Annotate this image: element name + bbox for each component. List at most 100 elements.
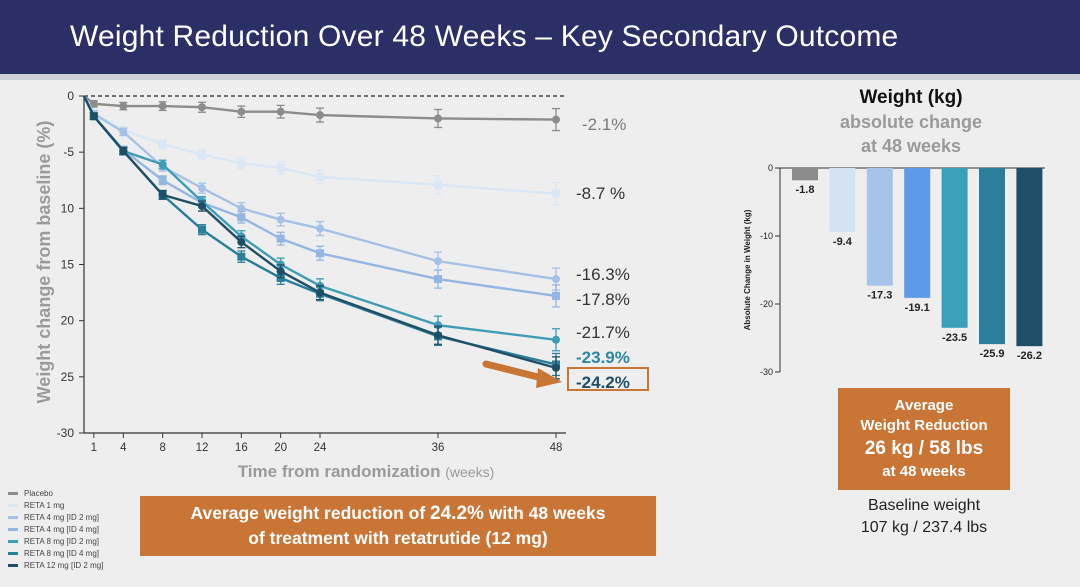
legend-swatch bbox=[8, 527, 18, 531]
data-point bbox=[237, 213, 246, 222]
data-point bbox=[158, 140, 167, 149]
data-point bbox=[158, 190, 167, 199]
data-point bbox=[434, 275, 442, 284]
callout-line-1: Average weight reduction of 24.2% with 4… bbox=[140, 501, 656, 526]
legend-item: RETA 8 mg [ID 4 mg] bbox=[8, 547, 103, 559]
data-point bbox=[276, 267, 285, 276]
y-tick-label: -30 bbox=[57, 426, 75, 440]
baseline-label: Baseline weight bbox=[867, 497, 981, 514]
series-line bbox=[83, 95, 557, 121]
series-end-label: -17.8% bbox=[576, 290, 630, 309]
summary-line-1: Average bbox=[894, 397, 954, 414]
bar-value-label: -1.8 bbox=[796, 184, 815, 196]
summary-line-2: Weight Reduction bbox=[860, 417, 988, 434]
bar-chart-title: Weight (kg) absolute change at 48 weeks bbox=[800, 86, 1022, 158]
legend-label: RETA 1 mg bbox=[24, 500, 65, 510]
data-point bbox=[158, 160, 167, 169]
bar-value-label: -19.1 bbox=[905, 302, 930, 314]
bar-chart-heading: Weight (kg) bbox=[859, 87, 963, 108]
legend-item: RETA 4 mg [ID 4 mg] bbox=[8, 523, 103, 535]
callout-text-a: Average weight reduction of bbox=[190, 503, 431, 523]
baseline-value: 107 kg / 237.4 lbs bbox=[860, 519, 988, 536]
data-point bbox=[158, 102, 167, 111]
legend-label: RETA 4 mg [ID 4 mg] bbox=[24, 524, 99, 534]
data-point bbox=[198, 150, 206, 159]
callout-line-2: of treatment with retatrutide (12 mg) bbox=[248, 528, 548, 548]
legend-item: RETA 1 mg bbox=[8, 499, 103, 511]
data-point bbox=[119, 102, 128, 111]
data-point bbox=[434, 257, 442, 266]
y-tick-label: 25 bbox=[61, 370, 75, 384]
bar-value-label: -23.5 bbox=[942, 332, 967, 344]
bar-y-axis-label: Absolute Change in Weight (kg) bbox=[743, 209, 752, 330]
legend-label: RETA 8 mg [ID 4 mg] bbox=[24, 548, 99, 558]
legend-item: RETA 8 mg [ID 2 mg] bbox=[8, 535, 103, 547]
callout-text-b: with 48 weeks bbox=[483, 503, 606, 523]
legend: Placebo RETA 1 mg RETA 4 mg [ID 2 mg] RETA … bbox=[8, 487, 103, 571]
bar-y-tick-label: -20 bbox=[760, 299, 773, 309]
legend-label: Placebo bbox=[24, 488, 53, 498]
data-point bbox=[89, 112, 98, 121]
data-point bbox=[119, 147, 128, 156]
y-axis-label: Weight change from baseline (%) bbox=[34, 121, 54, 404]
data-point bbox=[276, 215, 285, 224]
bar bbox=[829, 168, 856, 232]
data-point bbox=[434, 114, 442, 123]
x-tick-label: 8 bbox=[159, 442, 165, 454]
baseline-weight: Baseline weight 107 kg / 237.4 lbs bbox=[838, 495, 1010, 539]
bar bbox=[792, 168, 818, 181]
bar-chart: 0 -10 -20 -30 Absolute Change in Weight (kg)… bbox=[743, 163, 1045, 377]
y-tick-label: 15 bbox=[61, 258, 75, 272]
summary-line-4: at 48 weeks bbox=[882, 463, 966, 480]
legend-item: RETA 4 mg [ID 2 mg] bbox=[8, 511, 103, 523]
bar-y-tick-label: 0 bbox=[768, 163, 773, 173]
data-point bbox=[552, 291, 560, 300]
y-tick-label: 0 bbox=[67, 89, 74, 103]
series-line bbox=[82, 95, 557, 370]
series-end-label: -24.2% bbox=[576, 373, 630, 392]
x-tick-label: 4 bbox=[120, 442, 127, 454]
data-point bbox=[89, 99, 98, 108]
series-end-label: -23.9% bbox=[576, 348, 630, 367]
data-point bbox=[434, 331, 442, 340]
data-point bbox=[237, 107, 246, 116]
bar bbox=[979, 168, 1005, 345]
data-point bbox=[316, 224, 324, 233]
series-line bbox=[82, 95, 557, 298]
x-axis-unit: (weeks) bbox=[445, 464, 494, 480]
bar bbox=[904, 168, 931, 298]
x-tick-label: 36 bbox=[432, 442, 445, 454]
page-title: Weight Reduction Over 48 Weeks – Key Sec… bbox=[70, 20, 899, 53]
series-end-label: -8.7 % bbox=[576, 184, 625, 203]
data-point bbox=[316, 172, 324, 181]
bar bbox=[1016, 168, 1043, 347]
y-tick-label: -5 bbox=[63, 145, 74, 159]
data-point bbox=[198, 103, 206, 112]
legend-swatch bbox=[8, 563, 18, 567]
data-point bbox=[237, 252, 246, 261]
data-point bbox=[316, 249, 324, 258]
arrow-icon bbox=[482, 360, 562, 388]
data-point bbox=[276, 107, 285, 116]
data-point bbox=[237, 159, 246, 168]
summary-value: 26 kg / 58 lbs bbox=[864, 438, 984, 459]
legend-swatch bbox=[8, 539, 18, 543]
bar-value-label: -25.9 bbox=[979, 348, 1004, 360]
legend-swatch bbox=[8, 515, 18, 519]
data-point bbox=[198, 225, 206, 234]
data-point bbox=[237, 238, 246, 247]
data-point bbox=[552, 363, 560, 372]
highlight-box bbox=[567, 367, 649, 391]
x-tick-label: 24 bbox=[314, 442, 327, 454]
callout-percent: 24.2% bbox=[430, 503, 484, 524]
bar-chart-subtitle-line-2: at 48 weeks bbox=[860, 136, 962, 156]
data-point bbox=[158, 176, 167, 185]
legend-swatch bbox=[8, 503, 18, 507]
bar-y-tick-label: -10 bbox=[760, 231, 773, 241]
x-tick-label: 16 bbox=[235, 442, 248, 454]
data-point bbox=[119, 127, 128, 136]
legend-item: RETA 12 mg [ID 2 mg] bbox=[8, 559, 103, 571]
legend-swatch bbox=[8, 551, 18, 555]
bar bbox=[866, 168, 893, 286]
